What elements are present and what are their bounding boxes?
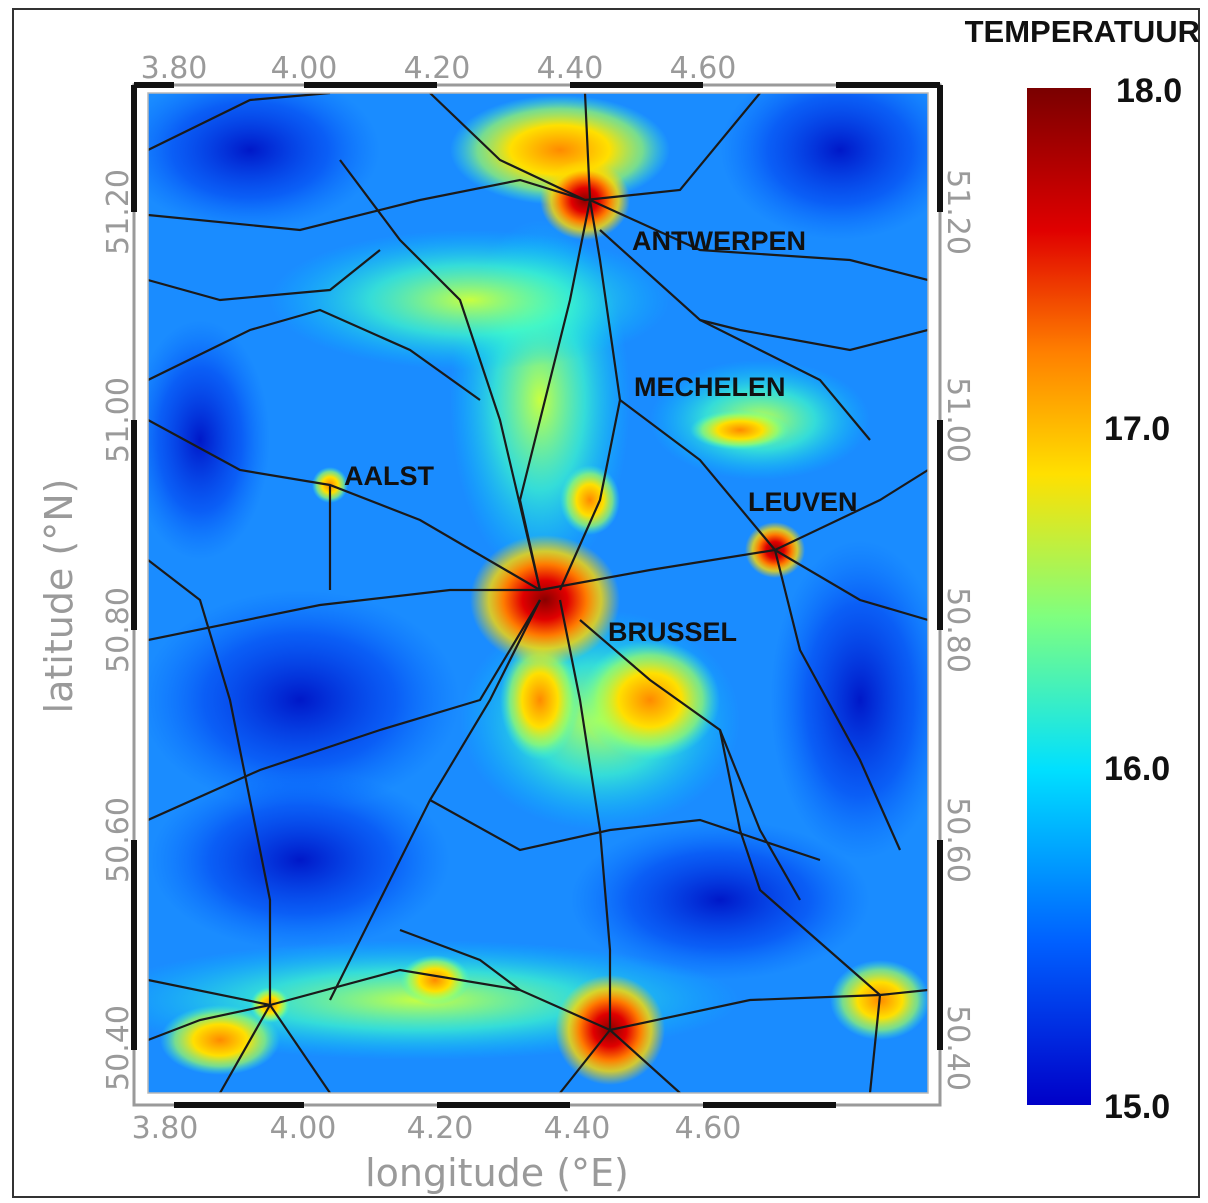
cool-zone: [150, 770, 450, 950]
x-axis-title: longitude (°E): [365, 1151, 629, 1195]
road-sw: [148, 599, 541, 822]
road-gent-brussel: [339, 159, 542, 591]
road-west: [148, 308, 481, 401]
frame-bar: [937, 840, 943, 1050]
y-tick-right: 50.80: [940, 587, 975, 673]
colorbar-tick: 17.0: [1104, 410, 1170, 448]
city-label-antwerpen: ANTWERPEN: [632, 226, 806, 256]
figure-frame: [12, 8, 1200, 1198]
cool-zone: [720, 93, 928, 240]
frame-bar: [131, 420, 137, 630]
brussel-hotspot: [470, 535, 620, 665]
warm-zone: [500, 640, 580, 760]
frame-bar: [836, 82, 940, 88]
frame-bar: [304, 82, 437, 88]
road-network: [148, 93, 928, 1093]
plot-inner-border: [147, 92, 929, 1094]
city-label-brussel: BRUSSEL: [608, 617, 737, 647]
warm-zone: [160, 1005, 280, 1075]
cool-zone: [770, 540, 928, 860]
warm-zone: [690, 410, 790, 450]
frame-bars: [131, 82, 943, 1108]
road-charleroi-s: [559, 1029, 611, 1093]
x-tick-top: 4.00: [271, 51, 338, 86]
city-label-mechelen: MECHELEN: [634, 372, 786, 402]
road-ne: [699, 318, 928, 352]
road-brussel-charleroi: [558, 599, 612, 1030]
road-nw: [148, 93, 331, 151]
city-label-aalst: AALST: [344, 461, 434, 491]
frame-bar: [131, 840, 137, 1050]
y-tick-left: 51.00: [101, 377, 136, 463]
cool-zone: [148, 590, 460, 810]
x-tick-top: 3.80: [141, 51, 208, 86]
frame-bar: [937, 85, 943, 212]
mild-zone: [270, 230, 670, 370]
x-tick-bottom: 3.80: [132, 1111, 199, 1146]
road-leuven-south: [773, 549, 902, 851]
x-tick-top: 4.40: [537, 51, 604, 86]
frame-bar: [937, 420, 943, 630]
road-sw-3: [148, 1003, 271, 1042]
colorbar: [1027, 88, 1091, 1105]
temperature-field: [148, 93, 928, 1093]
colorbar-tick: 15.0: [1104, 1088, 1170, 1126]
colorbar-title: TEMPERATUUR: [965, 14, 1200, 49]
road-leuven-east: [774, 549, 928, 622]
frame-bar: [437, 1102, 570, 1108]
x-tick-bottom: 4.40: [544, 1111, 611, 1146]
y-axis-title: latitude (°N): [37, 479, 81, 714]
road-mid-south: [429, 799, 821, 862]
city-label-leuven: LEUVEN: [748, 487, 858, 517]
y-tick-left: 50.40: [101, 1005, 136, 1091]
frame-bar: [134, 82, 174, 88]
road-s: [269, 1004, 331, 1093]
y-tick-left: 50.80: [101, 587, 136, 673]
colorbar-tick: 18.0: [1116, 72, 1182, 110]
road-charleroi-se: [609, 1029, 681, 1093]
x-tick-bottom: 4.60: [675, 1111, 742, 1146]
cool-zone: [148, 320, 270, 560]
road-east-antwerpen: [589, 198, 928, 282]
cool-zone: [148, 93, 380, 230]
x-tick-bottom: 4.20: [407, 1111, 474, 1146]
road-antwerpen-leuven: [599, 229, 871, 441]
y-tick-left: 51.20: [101, 169, 136, 255]
x-tick-bottom: 4.00: [270, 1111, 337, 1146]
warm-zone: [560, 465, 620, 535]
road-south-east-west: [148, 968, 928, 1032]
cool-zone: [570, 820, 870, 980]
road-mid: [399, 928, 521, 991]
x-tick-top: 4.60: [670, 51, 737, 86]
road-namur: [718, 729, 881, 996]
road-west-antwerpen: [148, 178, 586, 232]
y-tick-left: 50.60: [101, 797, 136, 883]
y-tick-right: 51.20: [940, 169, 975, 255]
road-mechelen-leuven: [619, 399, 776, 551]
road-sw-2: [219, 1004, 271, 1093]
frame-bar: [131, 85, 137, 212]
road-west-brussel: [148, 588, 540, 642]
road-west-south: [148, 559, 272, 1005]
frame-bar: [174, 1102, 304, 1108]
road-w2: [148, 249, 381, 302]
frame-bar: [703, 1102, 836, 1108]
frame-bar: [570, 82, 703, 88]
y-tick-right: 50.40: [940, 1005, 975, 1091]
colorbar-tick: 16.0: [1104, 750, 1170, 788]
road-namur-s: [868, 994, 882, 1093]
warm-zone: [580, 640, 720, 760]
y-tick-right: 50.60: [940, 797, 975, 883]
warm-zone: [400, 955, 470, 1005]
y-tick-right: 51.00: [940, 377, 975, 463]
x-tick-top: 4.20: [404, 51, 471, 86]
